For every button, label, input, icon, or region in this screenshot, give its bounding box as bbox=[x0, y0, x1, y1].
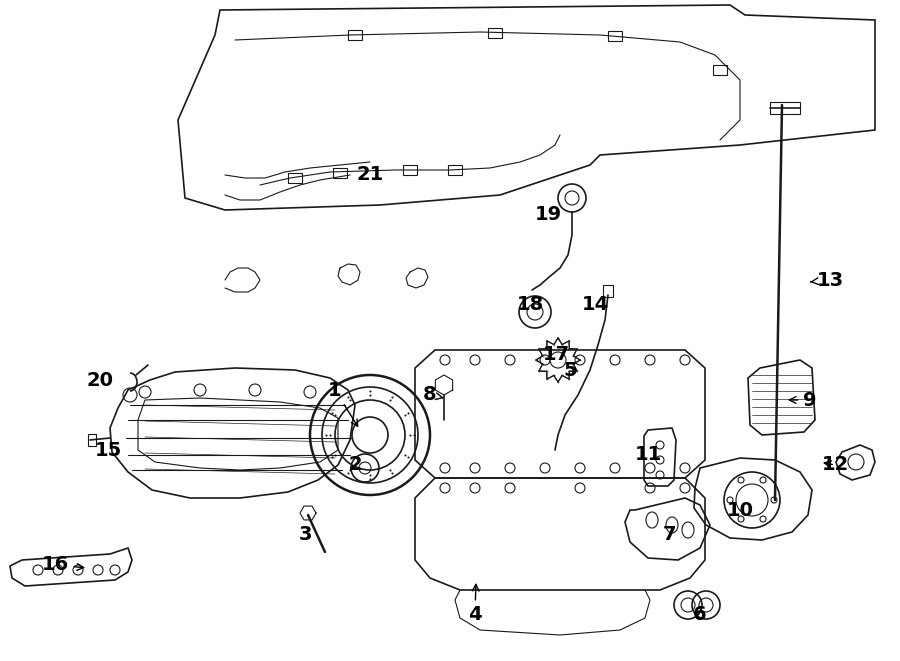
Text: 12: 12 bbox=[822, 455, 849, 475]
Text: 3: 3 bbox=[298, 525, 311, 545]
Text: 19: 19 bbox=[535, 206, 562, 225]
Text: 14: 14 bbox=[581, 295, 608, 315]
Text: 6: 6 bbox=[693, 605, 706, 625]
Text: 9: 9 bbox=[789, 391, 817, 410]
Bar bbox=[488, 28, 502, 38]
Text: 8: 8 bbox=[423, 385, 443, 405]
Text: 10: 10 bbox=[726, 500, 753, 520]
Text: 2: 2 bbox=[348, 455, 362, 475]
Bar bbox=[88, 434, 96, 446]
Bar bbox=[713, 65, 727, 75]
Bar bbox=[403, 165, 417, 175]
Bar bbox=[348, 30, 362, 40]
Text: 17: 17 bbox=[543, 346, 570, 364]
Text: 18: 18 bbox=[517, 295, 544, 315]
Text: 7: 7 bbox=[663, 525, 677, 545]
Text: 5: 5 bbox=[563, 360, 577, 379]
Text: 4: 4 bbox=[468, 584, 482, 625]
Bar bbox=[288, 173, 302, 183]
Text: 13: 13 bbox=[811, 270, 843, 290]
Text: 11: 11 bbox=[634, 446, 662, 465]
Bar bbox=[770, 102, 800, 114]
Text: 20: 20 bbox=[86, 371, 113, 389]
Bar bbox=[333, 168, 347, 178]
Text: 16: 16 bbox=[41, 555, 84, 574]
Bar bbox=[603, 285, 613, 297]
Text: 15: 15 bbox=[94, 440, 122, 459]
Text: 1: 1 bbox=[328, 381, 357, 426]
Bar bbox=[608, 31, 622, 41]
Bar bbox=[448, 165, 462, 175]
Text: 21: 21 bbox=[356, 165, 383, 184]
